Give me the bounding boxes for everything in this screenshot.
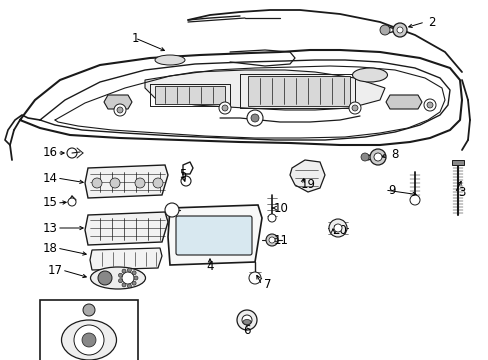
Circle shape — [242, 315, 251, 325]
Circle shape — [132, 271, 136, 275]
Ellipse shape — [352, 68, 386, 82]
Polygon shape — [385, 95, 421, 109]
Circle shape — [74, 325, 104, 355]
Circle shape — [360, 153, 368, 161]
Circle shape — [219, 102, 230, 114]
Circle shape — [268, 237, 274, 243]
Circle shape — [373, 153, 381, 161]
Circle shape — [110, 178, 120, 188]
Circle shape — [267, 214, 275, 222]
Ellipse shape — [61, 320, 116, 360]
Text: 14: 14 — [42, 171, 58, 184]
Polygon shape — [247, 76, 349, 106]
Polygon shape — [145, 70, 384, 110]
Ellipse shape — [90, 267, 145, 289]
Circle shape — [181, 176, 191, 186]
Text: 9: 9 — [387, 184, 395, 197]
Circle shape — [248, 272, 261, 284]
Text: 17: 17 — [47, 264, 62, 276]
Circle shape — [67, 148, 77, 158]
Circle shape — [127, 284, 131, 288]
Text: 6: 6 — [243, 324, 250, 337]
Circle shape — [122, 269, 126, 273]
Ellipse shape — [243, 320, 250, 324]
Circle shape — [237, 310, 257, 330]
Circle shape — [348, 102, 360, 114]
Circle shape — [164, 203, 179, 217]
Text: 11: 11 — [273, 234, 288, 247]
Circle shape — [71, 199, 73, 202]
Text: 16: 16 — [42, 147, 58, 159]
Circle shape — [246, 110, 263, 126]
Circle shape — [72, 200, 74, 202]
Text: 4: 4 — [206, 261, 213, 274]
Circle shape — [426, 102, 432, 108]
Circle shape — [409, 195, 419, 205]
Circle shape — [122, 272, 134, 284]
Text: 5: 5 — [179, 168, 186, 181]
Text: 8: 8 — [390, 148, 398, 162]
Circle shape — [70, 200, 72, 202]
Circle shape — [118, 279, 122, 283]
Text: 12: 12 — [81, 338, 95, 351]
Polygon shape — [85, 165, 168, 198]
Text: 7: 7 — [264, 279, 271, 292]
Ellipse shape — [155, 55, 184, 65]
Circle shape — [222, 105, 227, 111]
FancyBboxPatch shape — [176, 216, 251, 255]
Circle shape — [127, 268, 131, 272]
Polygon shape — [289, 160, 325, 192]
Circle shape — [265, 234, 278, 246]
Circle shape — [68, 198, 76, 206]
Text: 2: 2 — [427, 15, 435, 28]
Polygon shape — [155, 86, 224, 104]
Text: 15: 15 — [42, 197, 57, 210]
Polygon shape — [85, 212, 168, 245]
Circle shape — [82, 333, 96, 347]
Text: 1: 1 — [131, 31, 139, 45]
Circle shape — [69, 201, 71, 203]
Circle shape — [369, 149, 385, 165]
Circle shape — [118, 273, 122, 277]
Circle shape — [379, 25, 389, 35]
Circle shape — [72, 201, 74, 203]
Circle shape — [117, 107, 123, 113]
Polygon shape — [104, 95, 132, 109]
Circle shape — [351, 105, 357, 111]
Text: 19: 19 — [300, 179, 315, 192]
Circle shape — [70, 202, 72, 204]
Circle shape — [328, 219, 346, 237]
Circle shape — [72, 202, 74, 204]
Circle shape — [333, 224, 341, 232]
Text: 13: 13 — [42, 221, 57, 234]
Text: 20: 20 — [332, 224, 347, 237]
Polygon shape — [168, 205, 262, 265]
Circle shape — [122, 283, 126, 287]
Bar — [40, 300, 138, 360]
Circle shape — [396, 27, 402, 33]
Circle shape — [250, 114, 259, 122]
Circle shape — [92, 178, 102, 188]
Circle shape — [135, 178, 145, 188]
Text: 10: 10 — [273, 202, 288, 215]
Circle shape — [71, 202, 73, 204]
Circle shape — [153, 178, 163, 188]
Bar — [451, 160, 463, 165]
Circle shape — [132, 281, 136, 285]
Circle shape — [134, 276, 138, 280]
Circle shape — [83, 304, 95, 316]
Text: 18: 18 — [42, 242, 57, 255]
Circle shape — [423, 99, 435, 111]
Polygon shape — [90, 248, 162, 270]
Text: 3: 3 — [457, 186, 465, 199]
Circle shape — [392, 23, 406, 37]
Circle shape — [98, 271, 112, 285]
Circle shape — [114, 104, 126, 116]
